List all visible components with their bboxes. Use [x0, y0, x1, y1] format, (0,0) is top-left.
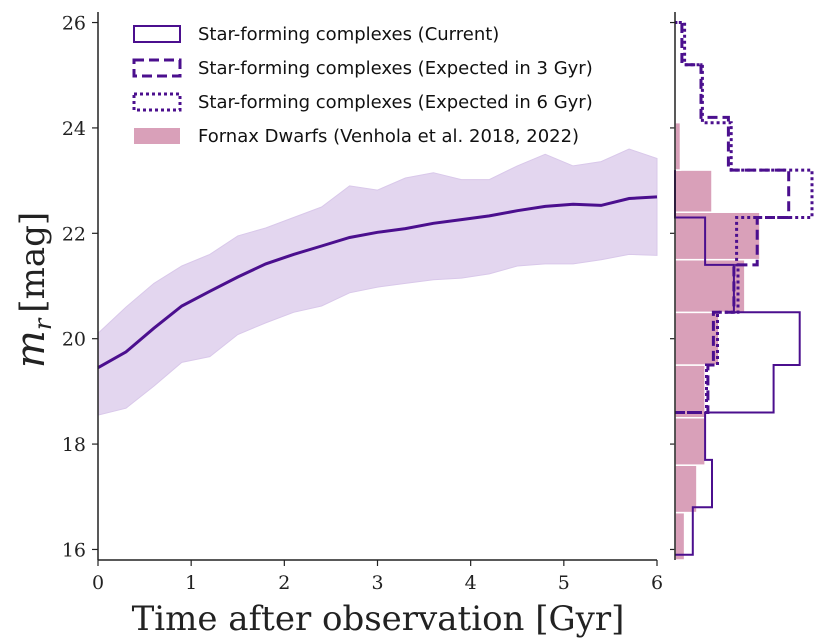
hist-bar-fornax	[674, 169, 713, 213]
svg-text:mr[mag]: mr [mag]	[8, 212, 57, 368]
legend-label: Star-forming complexes (Expected in 3 Gy…	[198, 58, 593, 79]
legend: Star-forming complexes (Current) Star-for…	[132, 24, 593, 147]
legend-swatch-dashed	[132, 58, 182, 78]
x-tick-label: 2	[278, 572, 290, 594]
histogram-plot	[674, 12, 814, 561]
legend-label: Star-forming complexes (Expected in 6 Gy…	[198, 92, 593, 113]
hist-bar-fornax	[674, 211, 761, 261]
x-tick-label: 5	[558, 572, 570, 594]
legend-label: Star-forming complexes (Current)	[198, 24, 499, 45]
y-tick-label: 22	[62, 223, 86, 245]
histogram-steps	[674, 21, 814, 556]
legend-swatch-dotted	[132, 92, 182, 112]
x-ticks: 0 1 2 3 4 5 6	[92, 560, 663, 594]
y-axis-title: mr [mag]	[8, 212, 57, 368]
main-plot: 0 1 2 3 4 5 6 16 18 20 22 24 26	[62, 12, 675, 594]
legend-label: Fornax Dwarfs (Venhola et al. 2018, 2022…	[198, 126, 579, 147]
histogram-bars	[674, 121, 761, 561]
y-axis-title-symbol: m	[8, 330, 54, 368]
hist-bar-fornax	[674, 121, 682, 171]
hist-bar-fornax	[674, 364, 706, 419]
y-tick-label: 16	[62, 539, 86, 561]
legend-swatch-filled	[134, 128, 180, 144]
median-line	[97, 195, 658, 370]
x-tick-label: 6	[651, 572, 663, 594]
y-axis-title-unit: [mag]	[13, 212, 53, 313]
y-tick-label: 24	[62, 118, 86, 140]
hist-bar-fornax	[674, 311, 720, 366]
hist-bar-fornax	[674, 416, 706, 466]
hist-step-solid	[674, 170, 801, 556]
y-tick-label: 26	[62, 13, 86, 35]
y-ticks: 16 18 20 22 24 26	[62, 13, 675, 561]
x-tick-label: 3	[371, 572, 383, 594]
uncertainty-band	[97, 148, 658, 416]
x-tick-label: 1	[185, 572, 197, 594]
x-axis-title: Time after observation [Gyr]	[132, 599, 625, 639]
y-axis-title-subscript: r	[29, 317, 57, 330]
x-tick-label: 4	[465, 572, 477, 594]
x-tick-label: 0	[92, 572, 104, 594]
hist-bar-fornax	[674, 464, 698, 514]
y-tick-label: 20	[62, 329, 86, 351]
legend-swatch-solid	[133, 25, 181, 43]
y-tick-label: 18	[62, 434, 86, 456]
hist-step-dotted	[675, 21, 814, 414]
hist-bar-fornax	[674, 511, 686, 561]
